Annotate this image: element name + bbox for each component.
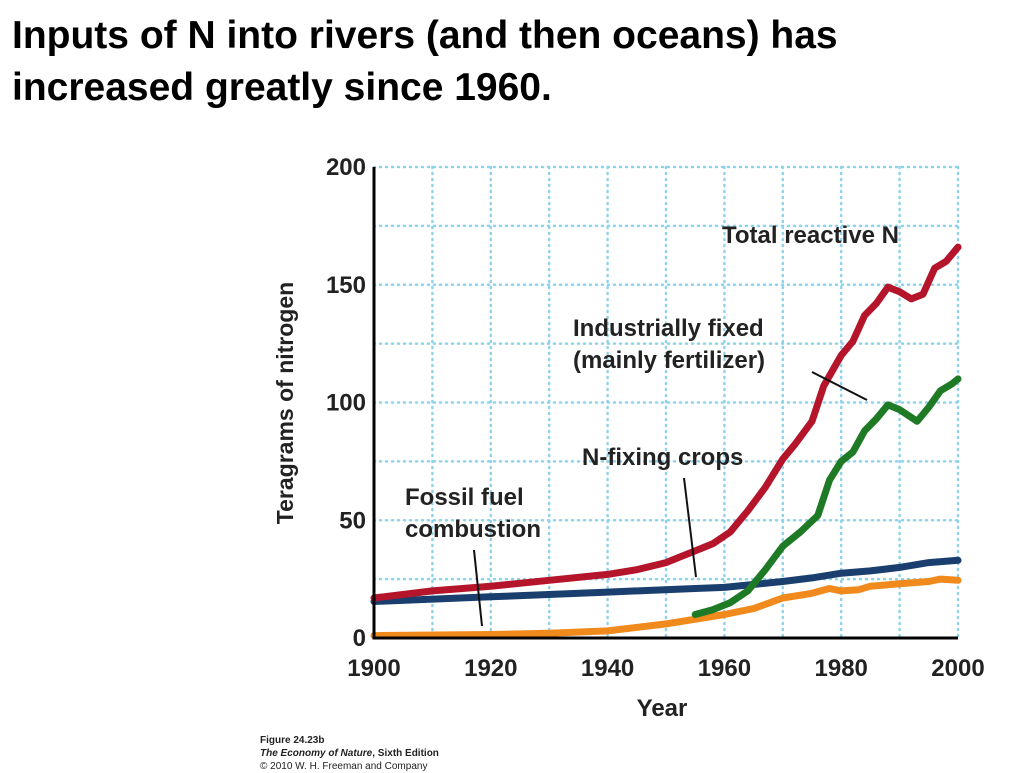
caption-book-edition: , Sixth Edition (372, 748, 439, 759)
annotation-industrially-fixed-mainly-fertilizer-line-2: (mainly fertilizer) (573, 347, 765, 374)
annotation-fossil-fuel-combustion-line-2: combustion (405, 516, 541, 543)
caption-copyright: © 2010 W. H. Freeman and Company (260, 761, 428, 772)
caption-book: The Economy of Nature, Sixth Edition (260, 747, 439, 760)
x-tick-label-1920: 1920 (464, 655, 517, 682)
axis-tick-labels: 1900 1920 1940 1960 1980 2000 0 50 100 150 200 (326, 154, 985, 682)
y-tick-label-150: 150 (326, 272, 366, 299)
annotation-n-fixing-crops-leader-line (683, 477, 697, 578)
y-tick-label-0: 0 (353, 625, 366, 652)
slide-title: Inputs of N into rivers (and then oceans… (12, 10, 1012, 114)
x-tick-label-2000: 2000 (931, 655, 984, 682)
y-tick-label-50: 50 (339, 507, 366, 534)
x-tick-label-1960: 1960 (698, 655, 751, 682)
series-line-total-reactive-n (370, 243, 962, 602)
caption-book-title: The Economy of Nature (260, 748, 373, 759)
slide-title-line-2: increased greatly since 1960. (12, 66, 552, 109)
series-line-fossil-fuel-combustion (370, 575, 962, 640)
x-tick-label-1980: 1980 (815, 655, 868, 682)
annotation-fossil-fuel-combustion-line-1: Fossil fuel (405, 484, 524, 511)
chart-gridlines (372, 165, 960, 640)
annotation-industrially-fixed-mainly-fertilizer-line-1: Industrially fixed (573, 315, 764, 342)
series-line-industrially-fixed-mainly-fertilizer (691, 375, 962, 618)
y-axis-label: Teragrams of nitrogen (272, 282, 298, 524)
x-tick-label-1900: 1900 (347, 655, 400, 682)
y-tick-label-100: 100 (326, 390, 366, 417)
series-line-n-fixing-crops (370, 556, 962, 605)
caption-figure-number: Figure 24.23b (260, 735, 325, 746)
y-tick-label-200: 200 (326, 154, 366, 181)
figure-caption: Figure 24.23b The Economy of Nature, Six… (260, 734, 439, 773)
chart-axes (372, 167, 958, 640)
chart-series (370, 243, 962, 640)
slide-title-line-1: Inputs of N into rivers (and then oceans… (12, 14, 838, 57)
annotation-fossil-fuel-combustion-leader-line (473, 549, 483, 627)
x-axis-label: Year (637, 695, 688, 722)
annotation-n-fixing-crops-line-1: N-fixing crops (582, 444, 743, 471)
x-tick-label-1940: 1940 (581, 655, 634, 682)
series-annotations: Total reactive N Industrially fixed (mainl… (405, 222, 899, 627)
annotation-industrially-fixed-mainly-fertilizer-leader-line (811, 371, 868, 401)
annotation-total-reactive-n-line-1: Total reactive N (722, 222, 899, 249)
